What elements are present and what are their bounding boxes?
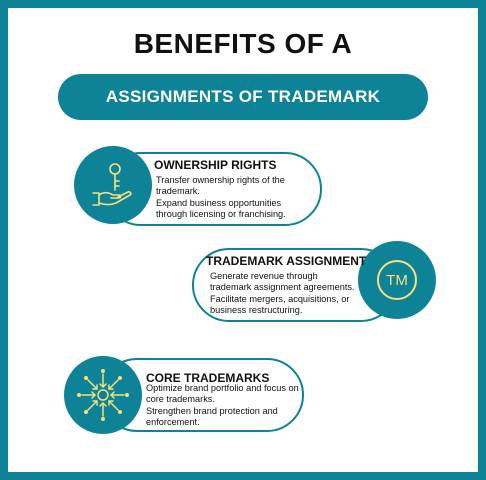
text-line: Facilitate mergers, acquisitions, or [210, 293, 350, 304]
trademark-assignment-text: Generate revenue through trademark assig… [210, 271, 355, 317]
ownership-rights-text: Transfer ownership rights of the tradema… [156, 175, 286, 221]
text-line: Transfer ownership rights of the [156, 175, 285, 185]
core-trademarks-title: CORE TRADEMARKS [146, 371, 270, 385]
ownership-rights-title: OWNERSHIP RIGHTS [154, 158, 277, 172]
text-line: Generate revenue through [210, 271, 318, 281]
text-line: through licensing or franchising. [156, 209, 286, 220]
text-line: Strengthen brand protection and [146, 405, 278, 416]
text-line: Expand business opportunities [156, 197, 282, 208]
core-icon-circle [64, 356, 142, 434]
trademark-icon: TM [377, 260, 417, 300]
text-line: core trademarks. [146, 394, 215, 405]
text-line: trademark. [156, 186, 200, 197]
hand-with-key-icon [92, 163, 132, 206]
text-line: business restructuring. [210, 305, 303, 316]
page-title: BENEFITS OF A [133, 28, 353, 59]
trademark-assignment-title: TRADEMARK ASSIGNMENT [206, 254, 367, 268]
trademark-icon-circle: TM [358, 241, 436, 319]
text-line: enforcement. [146, 417, 200, 428]
trademark-icon-label: TM [386, 271, 408, 289]
core-trademarks-text: Optimize brand portfolio and focus on co… [146, 383, 299, 429]
text-line: Optimize brand portfolio and focus on [146, 383, 299, 393]
text-line: trademark assignment agreements. [210, 282, 355, 293]
title-banner: ASSIGNMENTS OF TRADEMARK [58, 74, 428, 120]
ownership-icon-circle [74, 146, 152, 224]
converging-arrows-icon [77, 369, 129, 421]
